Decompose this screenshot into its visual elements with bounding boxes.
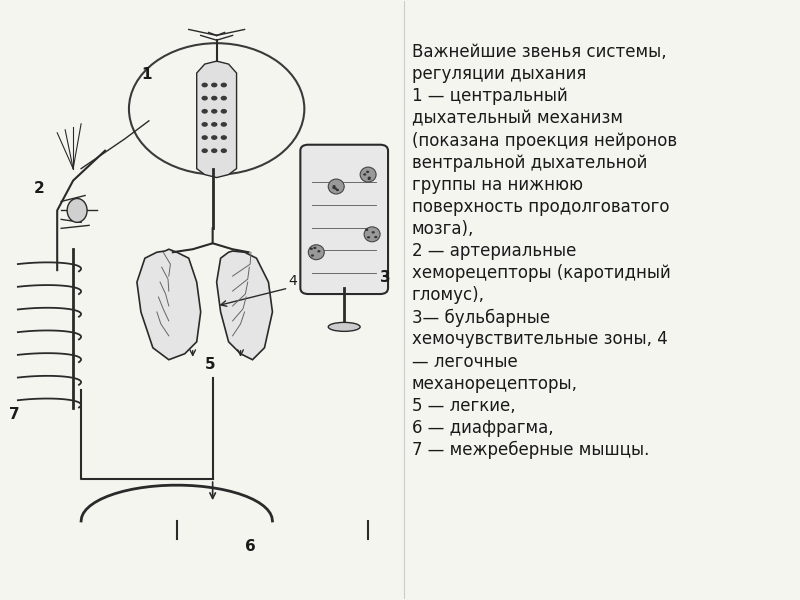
Text: поверхность продолговатого: поверхность продолговатого (412, 198, 670, 216)
Circle shape (333, 185, 336, 187)
Text: — легочные: — легочные (412, 353, 518, 371)
Circle shape (221, 109, 227, 113)
Ellipse shape (308, 245, 324, 260)
Polygon shape (217, 251, 273, 360)
Circle shape (367, 178, 370, 180)
Polygon shape (197, 61, 237, 178)
Circle shape (211, 135, 218, 140)
Circle shape (336, 189, 339, 191)
Circle shape (221, 122, 227, 127)
Text: 1 — центральный: 1 — центральный (412, 88, 568, 106)
Text: (показана проекция нейронов: (показана проекция нейронов (412, 131, 677, 149)
Text: вентральной дыхательной: вентральной дыхательной (412, 154, 647, 172)
Polygon shape (137, 249, 201, 360)
Circle shape (221, 96, 227, 101)
Circle shape (202, 83, 208, 88)
Circle shape (211, 83, 218, 88)
Text: 1: 1 (141, 67, 151, 82)
Text: дыхательный механизм: дыхательный механизм (412, 109, 623, 127)
Text: 4: 4 (288, 274, 297, 288)
Circle shape (374, 236, 378, 238)
Circle shape (211, 122, 218, 127)
Ellipse shape (328, 322, 360, 331)
Circle shape (334, 187, 337, 190)
Circle shape (311, 254, 314, 257)
Circle shape (332, 187, 335, 189)
Circle shape (310, 248, 313, 250)
Text: 7: 7 (10, 407, 20, 422)
Text: 6: 6 (245, 539, 255, 554)
Circle shape (202, 148, 208, 153)
Circle shape (318, 250, 321, 253)
Text: 5: 5 (205, 356, 215, 371)
Text: хеморецепторы (каротидный: хеморецепторы (каротидный (412, 264, 670, 282)
Ellipse shape (67, 199, 87, 223)
Circle shape (211, 109, 218, 113)
Text: 3— бульбарные: 3— бульбарные (412, 308, 550, 326)
Text: Важнейшие звенья системы,: Важнейшие звенья системы, (412, 43, 666, 61)
Text: 6 — диафрагма,: 6 — диафрагма, (412, 419, 554, 437)
Text: 3: 3 (380, 270, 390, 285)
Text: хемочувствительные зоны, 4: хемочувствительные зоны, 4 (412, 331, 668, 349)
Circle shape (368, 176, 371, 179)
Ellipse shape (364, 227, 380, 242)
Circle shape (221, 135, 227, 140)
Text: гломус),: гломус), (412, 286, 485, 304)
Circle shape (202, 122, 208, 127)
Circle shape (372, 231, 375, 233)
Text: группы на нижнюю: группы на нижнюю (412, 176, 583, 194)
Circle shape (366, 170, 370, 173)
Ellipse shape (360, 167, 376, 182)
Circle shape (211, 148, 218, 153)
Circle shape (202, 135, 208, 140)
Circle shape (129, 43, 304, 175)
Circle shape (314, 247, 317, 249)
Circle shape (365, 229, 368, 231)
FancyBboxPatch shape (300, 145, 388, 294)
Text: 2 — артериальные: 2 — артериальные (412, 242, 576, 260)
Circle shape (367, 236, 370, 239)
Text: 7 — межреберные мышцы.: 7 — межреберные мышцы. (412, 441, 650, 459)
Circle shape (363, 173, 366, 176)
Text: мозга),: мозга), (412, 220, 474, 238)
Circle shape (202, 96, 208, 101)
Circle shape (221, 83, 227, 88)
Circle shape (211, 96, 218, 101)
Text: механорецепторы,: механорецепторы, (412, 374, 578, 392)
Circle shape (202, 109, 208, 113)
Text: регуляции дыхания: регуляции дыхания (412, 65, 586, 83)
Text: 2: 2 (34, 181, 44, 196)
Ellipse shape (328, 179, 344, 194)
Text: 5 — легкие,: 5 — легкие, (412, 397, 515, 415)
Circle shape (221, 148, 227, 153)
